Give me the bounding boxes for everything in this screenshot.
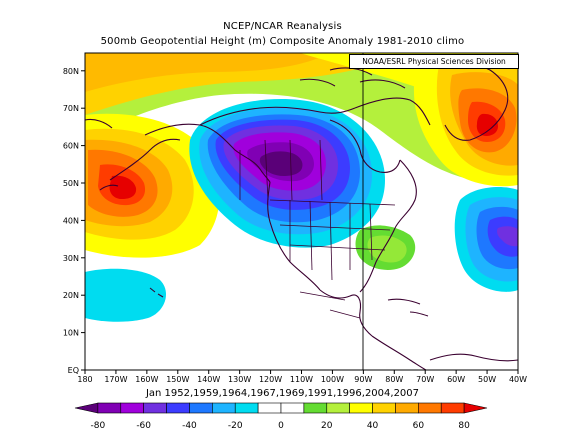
lat-tick-label: 10N [63, 329, 79, 338]
chart-subtitle: 500mb Geopotential Height (m) Composite … [100, 36, 465, 47]
colorbar-cell [395, 402, 419, 414]
colorbar-cell [280, 402, 305, 414]
lon-tick-label: 110W [290, 375, 313, 384]
colorbar-cell [440, 402, 465, 414]
colorbar-cell [326, 402, 350, 414]
colorbar-cell [120, 402, 144, 414]
lat-tick-label: 20N [63, 291, 79, 300]
lon-tick-label: 70W [416, 375, 434, 384]
colorbar-labels: -80 -60 -40 -20 0 20 40 60 80 [91, 421, 471, 431]
anomaly-field [85, 53, 518, 370]
colorbar-label: -40 [182, 421, 197, 431]
colorbar-label: 60 [413, 421, 425, 431]
colorbar-cell [372, 402, 396, 414]
credit-box: NOAA/ESRL Physical Sciences Division [349, 54, 519, 69]
latitude-axis: EQ 10N 20N 30N 40N 50N 60N 70N 80N [63, 67, 85, 375]
colorbar-label: 20 [321, 421, 333, 431]
colorbar-cell [349, 402, 373, 414]
colorbar-label: -20 [228, 421, 243, 431]
lat-tick-label: 30N [63, 254, 79, 263]
colorbar-label: -80 [91, 421, 106, 431]
colorbar-label: 80 [458, 421, 470, 431]
lon-tick-label: 40W [509, 375, 527, 384]
lat-tick-label: 50N [63, 179, 79, 188]
lon-tick-label: 50W [478, 375, 496, 384]
lat-tick-label: 80N [63, 67, 79, 76]
lon-tick-label: 160W [135, 375, 158, 384]
colorbar-cell [74, 402, 99, 414]
colorbar-label: 40 [367, 421, 379, 431]
colorbar-cell [234, 402, 259, 414]
lat-tick-label: 40N [63, 216, 79, 225]
lon-tick-label: 150W [166, 375, 189, 384]
colorbar-cell [97, 402, 122, 414]
composite-dates: Jan 1952,1959,1964,1967,1969,1991,1996,2… [145, 388, 420, 399]
longitude-axis: 180 170W 160W 150W 140W 130W 120W 110W 100W 90W 80… [77, 370, 527, 384]
lat-tick-label: EQ [68, 366, 79, 375]
colorbar-label: 0 [278, 421, 284, 431]
lon-tick-label: 130W [228, 375, 251, 384]
colorbar-cell [189, 402, 213, 414]
colorbar-cell [257, 402, 282, 414]
lon-tick-label: 120W [259, 375, 282, 384]
colorbar-label: -60 [136, 421, 151, 431]
lon-tick-label: 60W [447, 375, 465, 384]
colorbar-cell [463, 402, 488, 414]
lon-tick-label: 80W [385, 375, 403, 384]
colorbar-cell [418, 402, 442, 414]
lon-tick-label: 100W [321, 375, 344, 384]
chart-title: NCEP/NCAR Reanalysis [223, 21, 342, 32]
lat-tick-label: 60N [63, 142, 79, 151]
colorbar-cell [212, 402, 236, 414]
political-borders [239, 139, 396, 319]
colorbar-cells [74, 402, 488, 414]
lat-tick-label: 70N [63, 104, 79, 113]
lon-tick-label: 90W [354, 375, 372, 384]
colorbar-cell [166, 402, 190, 414]
lon-tick-label: 140W [197, 375, 220, 384]
colorbar-cell [143, 402, 167, 414]
colorbar-cell [303, 402, 328, 414]
lon-tick-label: 180 [77, 375, 92, 384]
lon-tick-label: 170W [104, 375, 127, 384]
